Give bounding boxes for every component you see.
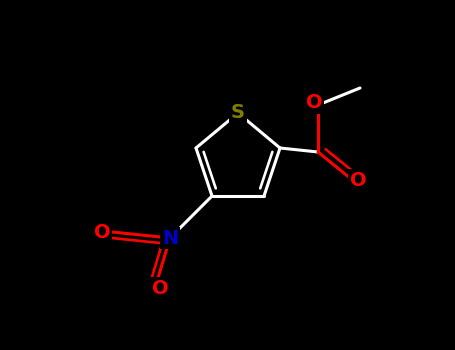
Text: N: N xyxy=(162,229,178,247)
Text: O: O xyxy=(94,223,110,241)
Text: O: O xyxy=(306,93,322,112)
Text: O: O xyxy=(152,279,168,298)
Text: O: O xyxy=(350,170,366,189)
Text: S: S xyxy=(231,104,245,122)
